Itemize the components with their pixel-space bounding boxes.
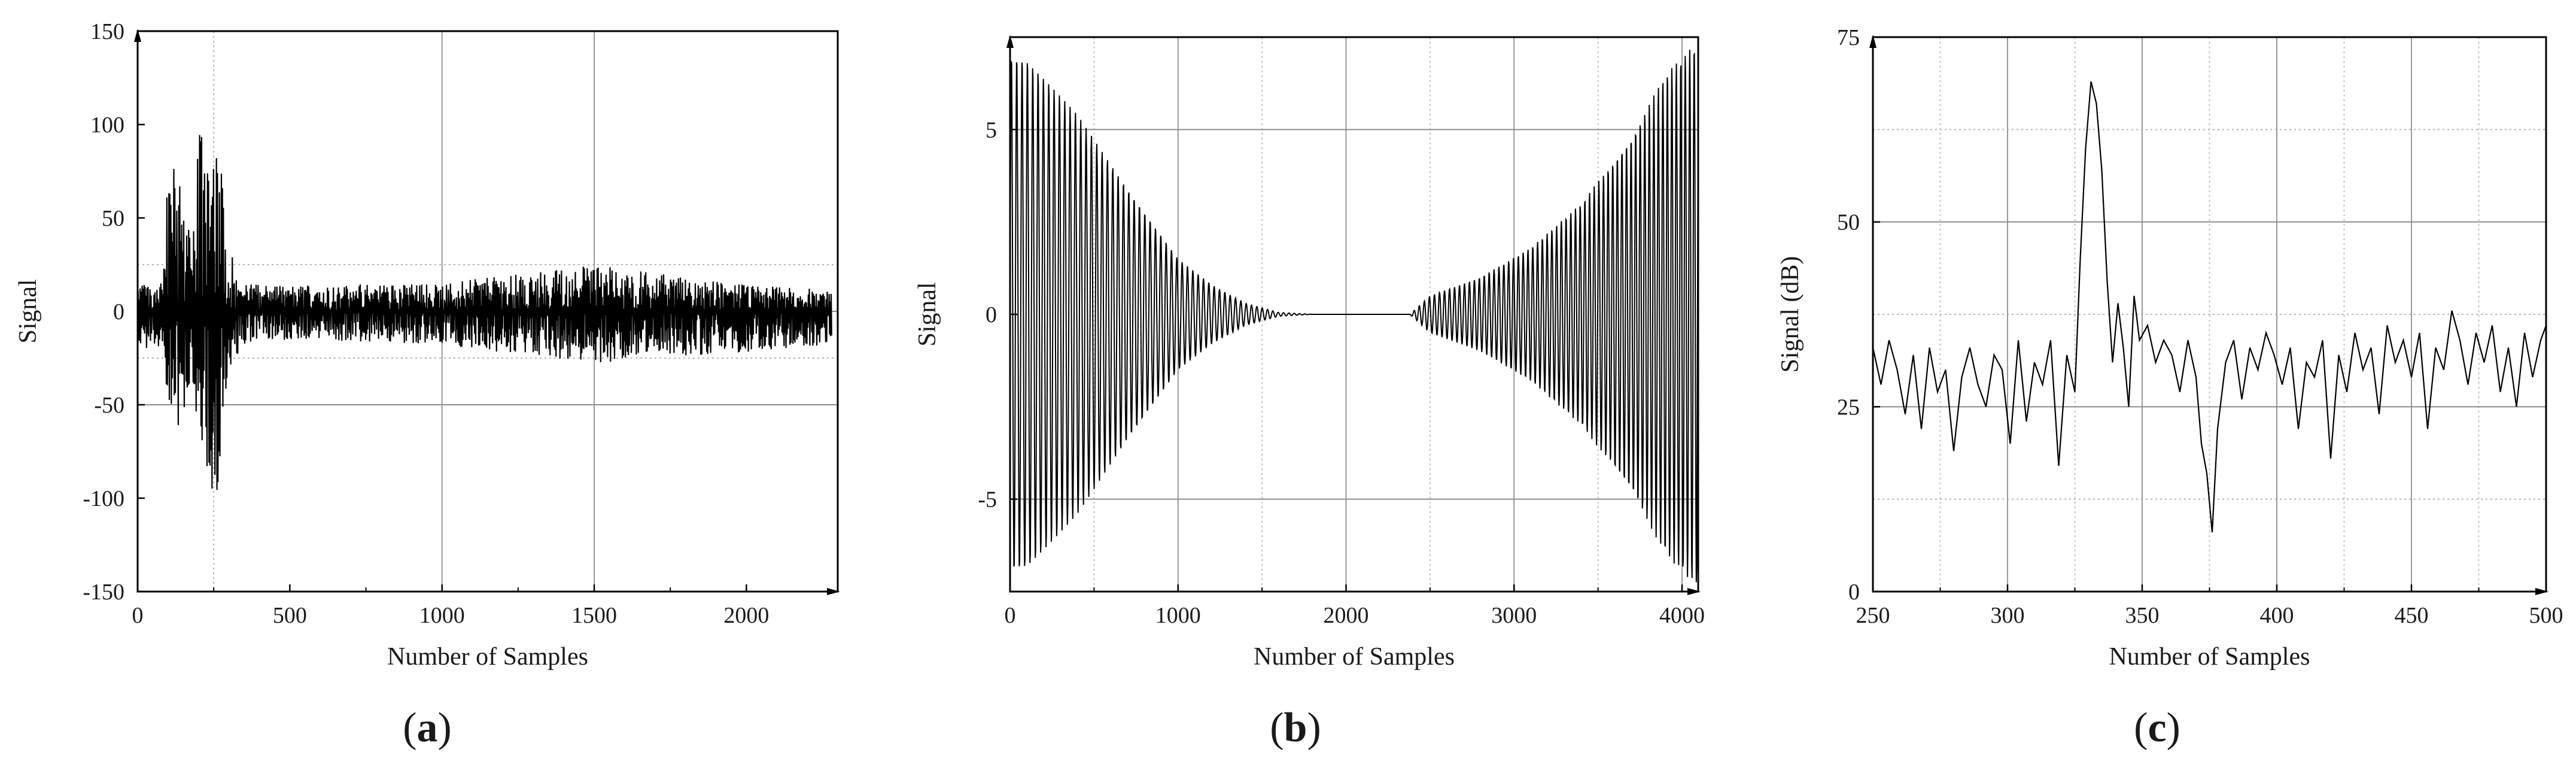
- y-axis-label: Signal: [914, 282, 941, 346]
- y-tick-label: -100: [83, 486, 124, 511]
- x-tick-label: 350: [2125, 603, 2160, 628]
- x-tick-label: 500: [273, 603, 307, 628]
- x-axis-label: Number of Samples: [2109, 643, 2310, 671]
- y-tick-label: 50: [1837, 210, 1860, 235]
- x-tick-label: 3000: [1491, 603, 1537, 628]
- y-tick-label: 50: [102, 206, 124, 231]
- x-tick-label: 400: [2260, 603, 2294, 628]
- x-axis-label: Number of Samples: [387, 643, 588, 671]
- x-tick-label: 2000: [723, 603, 769, 628]
- panel-b-chart: 0 1000 2000 3000 4000 -5 0 5 Number of Samples Si…: [914, 35, 1705, 671]
- x-axis-arrow: [1687, 588, 1701, 595]
- panel-c-chart: 250 300 350 400 450 500 0 25 50 75 Number of Sampl…: [1777, 25, 2563, 671]
- y-tick-label: 0: [986, 302, 997, 328]
- x-axis-arrow: [2535, 588, 2548, 595]
- panel-a-chart: 0 500 1000 1500 2000 -150 -100 -50 0 50 100 150 Numb…: [14, 19, 840, 671]
- x-tick-label: 450: [2395, 603, 2429, 628]
- y-tick-label: 150: [90, 19, 124, 44]
- x-tick-label: 2000: [1324, 603, 1369, 628]
- x-tick-label: 1500: [571, 603, 617, 628]
- y-tick-label: -50: [94, 393, 124, 418]
- y-axis-label: Signal (dB): [1777, 256, 1804, 373]
- y-axis-label: Signal: [14, 279, 42, 343]
- series-line-signal: [138, 135, 832, 490]
- y-tick-label: -5: [978, 487, 997, 513]
- y-tick-label: -150: [83, 580, 124, 605]
- series-line-signal: [1010, 50, 1698, 583]
- y-axis-arrow: [134, 29, 141, 42]
- x-tick-label: 500: [2529, 603, 2563, 628]
- x-axis-label: Number of Samples: [1254, 643, 1455, 671]
- y-tick-label: 100: [90, 113, 124, 138]
- x-tick-label: 1000: [419, 603, 465, 628]
- y-tick-label: 0: [1848, 580, 1860, 605]
- y-tick-label: 25: [1837, 395, 1860, 420]
- x-tick-label: 250: [1856, 603, 1890, 628]
- caption-a: (a): [403, 705, 452, 751]
- x-axis-arrow: [827, 588, 840, 595]
- x-tick-label: 1000: [1155, 603, 1201, 628]
- caption-c: (c): [2134, 705, 2180, 751]
- y-tick-label: 0: [113, 299, 124, 325]
- y-axis-arrow: [1006, 35, 1014, 48]
- x-tick-label: 0: [1005, 603, 1016, 628]
- x-tick-label: 300: [1991, 603, 2025, 628]
- y-tick-label: 75: [1837, 25, 1860, 50]
- x-tick-label: 4000: [1659, 603, 1705, 628]
- y-tick-label: 5: [986, 117, 997, 143]
- series-line-signal-db: [1873, 81, 2546, 533]
- caption-b: (b): [1270, 705, 1321, 751]
- x-tick-label: 0: [132, 603, 144, 628]
- y-axis-arrow: [1869, 35, 1877, 48]
